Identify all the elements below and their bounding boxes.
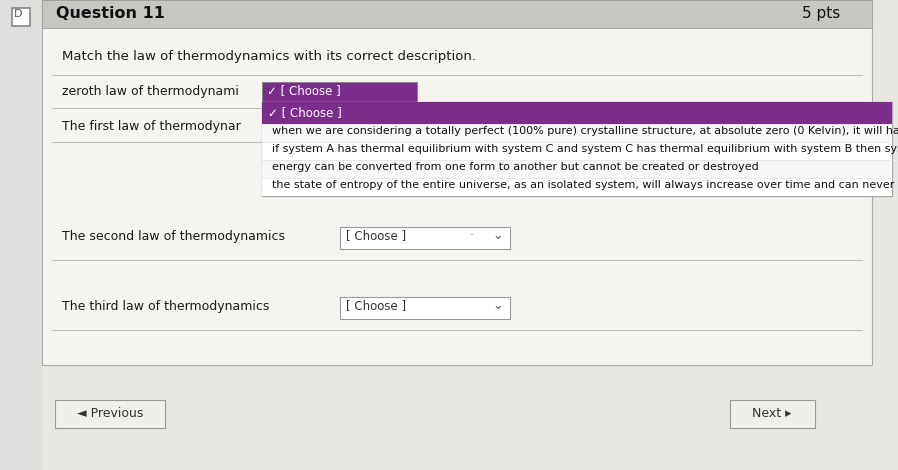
Bar	[0, 0, 42, 470]
Text: [ Choose ]: [ Choose ]	[346, 229, 406, 242]
Bar	[42, 0, 872, 28]
Bar	[262, 124, 892, 142]
Bar	[262, 102, 892, 196]
Text: D: D	[14, 9, 22, 19]
Text: 5 pts: 5 pts	[802, 6, 841, 21]
Bar	[730, 400, 815, 428]
Text: energy can be converted from one form to another but cannot be created or destro: energy can be converted from one form to…	[272, 162, 759, 172]
Text: The second law of thermodynamics: The second law of thermodynamics	[62, 230, 285, 243]
Text: ⌄: ⌄	[492, 299, 503, 312]
Bar	[262, 102, 892, 124]
Bar	[340, 227, 510, 249]
Text: when we are considering a totally perfect (100% pure) crystalline structure, at : when we are considering a totally perfec…	[272, 126, 898, 136]
Bar	[12, 8, 30, 26]
Text: if system A has thermal equilibrium with system C and system C has thermal equil: if system A has thermal equilibrium with…	[272, 144, 898, 154]
Text: Match the law of thermodynamics with its correct description.: Match the law of thermodynamics with its…	[62, 50, 476, 63]
Text: ·: ·	[470, 229, 474, 242]
Bar	[262, 160, 892, 178]
Bar	[55, 400, 165, 428]
Bar	[42, 0, 872, 365]
Bar	[262, 178, 892, 196]
Text: [ Choose ]: [ Choose ]	[346, 299, 406, 312]
Text: ◄ Previous: ◄ Previous	[77, 407, 143, 420]
Text: ✓ [ Choose ]: ✓ [ Choose ]	[268, 106, 342, 119]
Text: Question 11: Question 11	[56, 6, 165, 21]
Text: Next ▸: Next ▸	[753, 407, 792, 420]
Text: zeroth law of thermodynami: zeroth law of thermodynami	[62, 85, 239, 98]
Text: The first law of thermodynar: The first law of thermodynar	[62, 120, 241, 133]
Bar	[262, 82, 417, 102]
Bar	[340, 297, 510, 319]
Text: The third law of thermodynamics: The third law of thermodynamics	[62, 300, 269, 313]
Text: ✓ [ Choose ]: ✓ [ Choose ]	[267, 84, 340, 97]
Text: the state of entropy of the entire universe, as an isolated system, will always : the state of entropy of the entire unive…	[272, 180, 898, 190]
Text: ⌄: ⌄	[492, 229, 503, 242]
Bar	[262, 142, 892, 160]
